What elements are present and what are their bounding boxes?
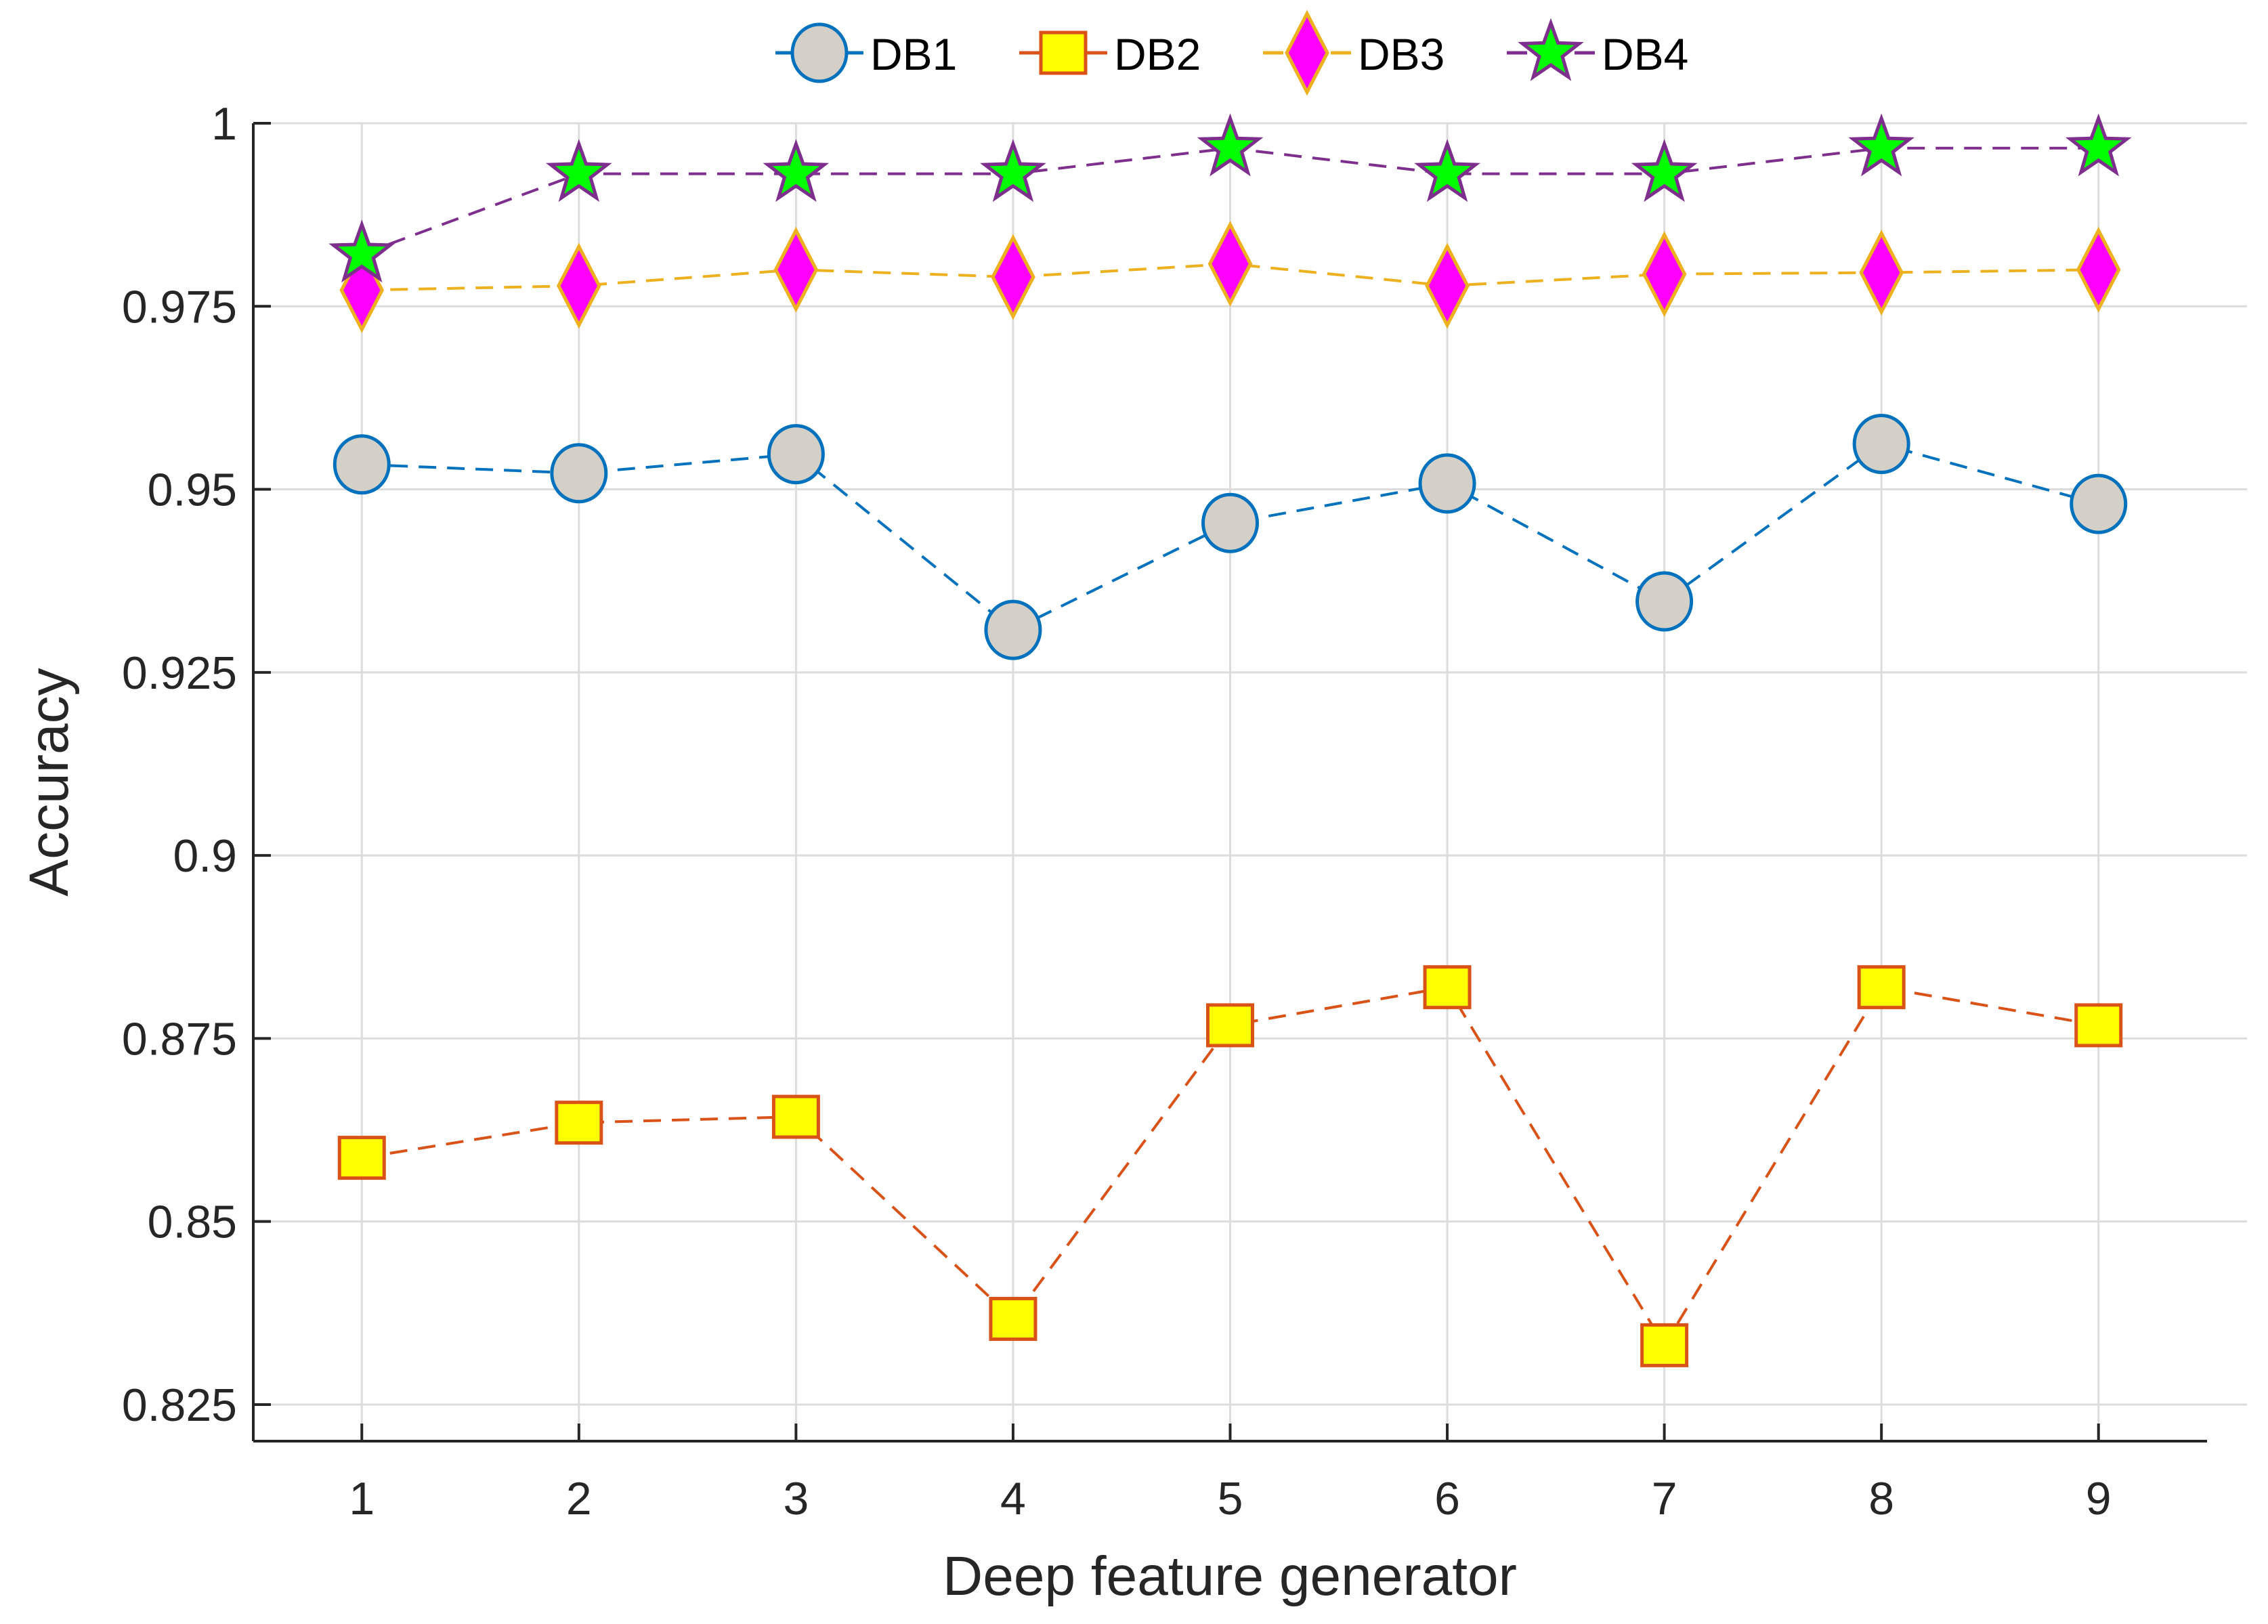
data-point: [1857, 965, 1906, 1010]
data-point: [980, 139, 1046, 202]
x-tick-label: 8: [1868, 1473, 1894, 1524]
data-point: [1414, 139, 1480, 202]
data-point: [2070, 473, 2128, 534]
data-point: [1859, 230, 1904, 316]
x-tick-label: 9: [2086, 1473, 2112, 1524]
legend-marker: [1039, 30, 1088, 75]
axes: 0.825 0.85 0.875 0.9 0.925 0.95 0.975 1 1 2 3 4 5 6 7 8…: [122, 98, 2207, 1524]
series-group: [328, 113, 2132, 1367]
legend-item-db4: DB4: [1507, 18, 1688, 84]
data-point: [555, 1101, 603, 1145]
x-tick-label: 4: [1000, 1473, 1026, 1524]
grid: [253, 122, 2247, 1441]
data-point: [763, 139, 830, 202]
y-tick-label: 1: [211, 98, 237, 150]
legend-marker: [1285, 9, 1329, 96]
legend: DB1 DB2 DB3 DB4: [775, 9, 1688, 96]
data-point: [2076, 226, 2121, 313]
data-point: [989, 1296, 1037, 1341]
legend-label: DB1: [870, 29, 957, 79]
series-db2: [337, 965, 2123, 1367]
x-tick-label: 2: [566, 1473, 592, 1524]
legend-marker: [790, 22, 849, 83]
data-point: [1206, 1003, 1254, 1048]
y-tick-label: 0.95: [148, 465, 237, 516]
y-axis-label: Accuracy: [18, 668, 80, 896]
data-point: [333, 434, 391, 495]
data-point: [771, 1094, 820, 1139]
data-point: [1423, 965, 1472, 1010]
legend-label: DB4: [1602, 29, 1688, 79]
legend-item-db3: DB3: [1263, 9, 1445, 96]
data-point: [773, 226, 819, 313]
y-tick-label: 0.9: [173, 830, 237, 882]
data-point: [1640, 1323, 1689, 1367]
legend-item-db1: DB1: [775, 22, 957, 84]
data-point: [550, 443, 608, 504]
y-tick-label: 0.925: [122, 647, 237, 699]
data-point: [328, 219, 395, 283]
data-point: [984, 599, 1042, 660]
x-tick-label: 3: [783, 1473, 809, 1524]
data-point: [2074, 1003, 2123, 1048]
data-point: [1197, 113, 1264, 177]
data-point: [1207, 221, 1253, 307]
x-tick-label: 1: [349, 1473, 375, 1524]
data-point: [991, 234, 1035, 320]
legend-marker: [1518, 18, 1584, 81]
data-point: [767, 424, 825, 485]
data-point: [1635, 571, 1694, 632]
data-point: [1642, 231, 1687, 318]
series-db1: [333, 414, 2128, 660]
y-tick-label: 0.875: [122, 1013, 237, 1065]
data-point: [557, 242, 601, 329]
series-line: [361, 985, 2099, 1348]
x-tick-label: 6: [1434, 1473, 1460, 1524]
data-point: [337, 1136, 386, 1180]
data-point: [1425, 242, 1470, 329]
data-point: [1852, 414, 1910, 475]
data-point: [2065, 113, 2132, 177]
series-db4: [328, 113, 2132, 283]
data-point: [1201, 492, 1259, 553]
series-line: [362, 442, 2099, 632]
data-point: [545, 139, 612, 202]
data-point: [1631, 139, 1698, 202]
legend-label: DB2: [1114, 29, 1201, 79]
legend-item-db2: DB2: [1019, 22, 1201, 84]
x-tick-label: 5: [1218, 1473, 1243, 1524]
y-tick-label: 0.85: [148, 1197, 237, 1248]
y-tick-label: 0.825: [122, 1380, 237, 1431]
legend-label: DB3: [1358, 29, 1445, 79]
x-axis-label: Deep feature generator: [943, 1545, 1517, 1607]
data-point: [1848, 113, 1915, 177]
y-tick-label: 0.975: [122, 281, 237, 333]
data-point: [1418, 453, 1476, 514]
x-tick-label: 7: [1652, 1473, 1677, 1524]
